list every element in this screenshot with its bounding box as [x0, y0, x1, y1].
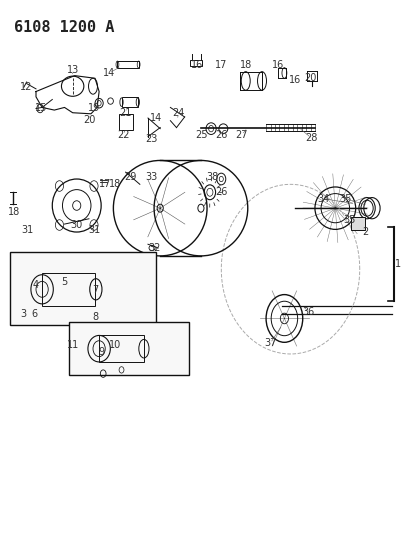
- Text: 4: 4: [33, 280, 39, 290]
- Text: 2: 2: [362, 227, 368, 237]
- Text: 35: 35: [339, 193, 351, 204]
- Text: 25: 25: [195, 130, 207, 140]
- Text: 6108 1200 A: 6108 1200 A: [13, 20, 114, 35]
- Text: 16: 16: [190, 60, 202, 70]
- Text: 21: 21: [119, 108, 131, 118]
- Text: 36: 36: [302, 306, 314, 317]
- Text: 11: 11: [66, 340, 79, 350]
- Text: 3: 3: [21, 309, 27, 319]
- Text: 37: 37: [263, 338, 276, 349]
- Text: 31: 31: [88, 225, 100, 236]
- Text: 14: 14: [150, 113, 162, 123]
- Text: 24: 24: [172, 108, 184, 118]
- Text: 18: 18: [109, 179, 121, 189]
- Text: 9: 9: [98, 348, 104, 358]
- FancyBboxPatch shape: [350, 217, 364, 230]
- Text: 7: 7: [92, 285, 98, 295]
- Text: 35: 35: [343, 215, 355, 225]
- Text: 13: 13: [66, 66, 79, 75]
- FancyBboxPatch shape: [68, 322, 188, 375]
- Text: 16: 16: [288, 75, 300, 85]
- Text: 32: 32: [148, 243, 160, 253]
- Text: 17: 17: [215, 60, 227, 70]
- Text: 29: 29: [124, 172, 137, 182]
- Text: 1: 1: [394, 259, 400, 269]
- Text: 18: 18: [7, 207, 20, 217]
- Text: 16: 16: [272, 60, 284, 70]
- Text: 8: 8: [92, 312, 98, 322]
- Text: 20: 20: [304, 73, 316, 83]
- Text: 10: 10: [109, 340, 121, 350]
- Text: 6: 6: [31, 309, 37, 319]
- Text: 22: 22: [117, 130, 130, 140]
- Text: 5: 5: [61, 277, 67, 287]
- Text: 18: 18: [239, 60, 251, 70]
- Text: 27: 27: [235, 130, 247, 140]
- Text: 12: 12: [20, 82, 32, 92]
- Text: 14: 14: [103, 68, 115, 78]
- Text: 34: 34: [316, 193, 328, 204]
- Text: 31: 31: [22, 225, 34, 236]
- Text: 38: 38: [206, 172, 218, 182]
- Text: 17: 17: [99, 179, 111, 189]
- Text: 28: 28: [305, 133, 317, 143]
- Text: 33: 33: [145, 172, 157, 182]
- Text: 26: 26: [215, 130, 227, 140]
- Text: 15: 15: [35, 103, 47, 114]
- Text: 20: 20: [83, 115, 95, 125]
- FancyBboxPatch shape: [9, 252, 156, 325]
- Text: 23: 23: [145, 134, 157, 144]
- Text: 30: 30: [70, 220, 83, 230]
- Text: 26: 26: [215, 187, 227, 197]
- Text: 19: 19: [88, 103, 100, 114]
